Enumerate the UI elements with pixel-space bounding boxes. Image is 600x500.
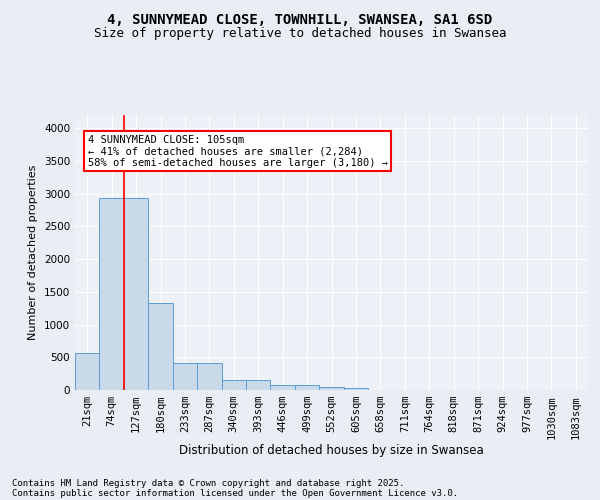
- Bar: [344, 388, 368, 390]
- Text: Size of property relative to detached houses in Swansea: Size of property relative to detached ho…: [94, 28, 506, 40]
- Bar: [271, 385, 295, 390]
- Y-axis label: Number of detached properties: Number of detached properties: [28, 165, 38, 340]
- Bar: [75, 354, 100, 390]
- Bar: [319, 386, 344, 390]
- Text: 4, SUNNYMEAD CLOSE, TOWNHILL, SWANSEA, SA1 6SD: 4, SUNNYMEAD CLOSE, TOWNHILL, SWANSEA, S…: [107, 12, 493, 26]
- X-axis label: Distribution of detached houses by size in Swansea: Distribution of detached houses by size …: [179, 444, 484, 457]
- Bar: [173, 363, 197, 390]
- Bar: [100, 198, 124, 390]
- Bar: [246, 380, 271, 390]
- Text: 4 SUNNYMEAD CLOSE: 105sqm
← 41% of detached houses are smaller (2,284)
58% of se: 4 SUNNYMEAD CLOSE: 105sqm ← 41% of detac…: [88, 134, 388, 168]
- Bar: [197, 363, 221, 390]
- Text: Contains public sector information licensed under the Open Government Licence v3: Contains public sector information licen…: [12, 488, 458, 498]
- Bar: [124, 198, 148, 390]
- Bar: [221, 380, 246, 390]
- Text: Contains HM Land Registry data © Crown copyright and database right 2025.: Contains HM Land Registry data © Crown c…: [12, 478, 404, 488]
- Bar: [295, 385, 319, 390]
- Bar: [148, 303, 173, 390]
